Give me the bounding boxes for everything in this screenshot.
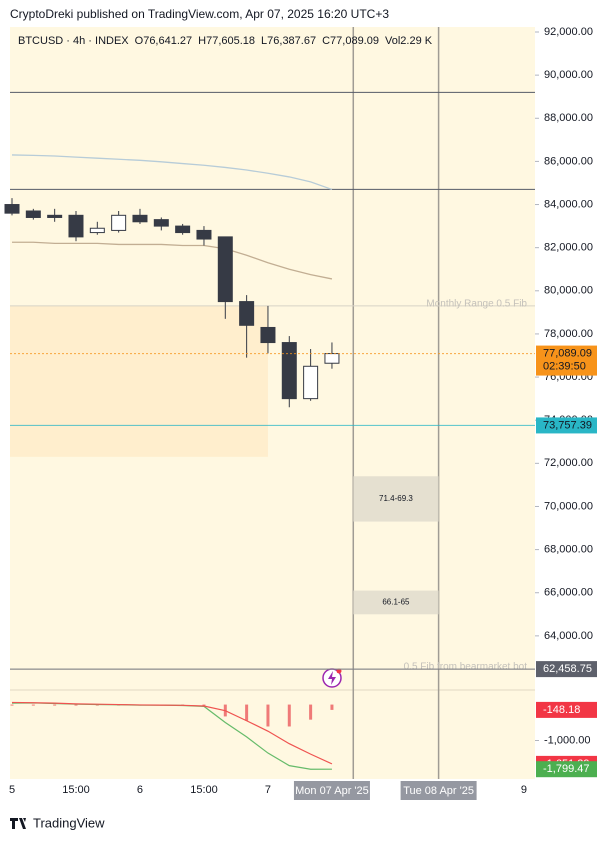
- x-tick-label: 9: [521, 784, 527, 796]
- price-label: 62,458.75: [543, 663, 592, 675]
- fib-zone: [10, 305, 268, 457]
- moving-average: [11, 154, 333, 191]
- legend: BTCUSD · 4h · INDEX O76,641.27 H77,605.18 L…: [18, 35, 433, 47]
- legend-item: H77,605.18: [198, 35, 255, 47]
- x-tick-label: 15:00: [190, 784, 218, 796]
- legend-item: Vol2.29 K: [385, 35, 433, 47]
- candle-body: [281, 342, 297, 400]
- histogram-bar: [287, 704, 291, 727]
- fib-label: Monthly Range 0.5 Fib: [426, 299, 527, 310]
- y-tick-label: 70,000.00: [544, 500, 593, 512]
- y-tick-label: 66,000.00: [544, 587, 593, 599]
- y-tick-label: 84,000.00: [544, 198, 593, 210]
- price-label: 73,757.39: [543, 419, 592, 431]
- histogram-bar: [31, 704, 35, 706]
- target-box: [353, 476, 439, 522]
- y-tick-label: 64,000.00: [544, 630, 593, 642]
- candle-body: [89, 227, 105, 234]
- price-label-bg: [536, 661, 597, 678]
- date-marker: Tue 08 Apr '25: [403, 785, 474, 797]
- candle-body: [153, 219, 169, 227]
- histogram-bar: [74, 704, 78, 706]
- candle-body: [260, 326, 276, 344]
- countdown: 02:39:50: [543, 360, 586, 372]
- x-tick-label: 15:00: [62, 784, 90, 796]
- histogram-bar: [266, 704, 270, 727]
- price-label-bg: [536, 345, 597, 376]
- alert-icon: [322, 668, 342, 688]
- candle-body: [196, 229, 212, 240]
- legend-item: O76,641.27: [135, 35, 193, 47]
- date-marker-bg: [293, 781, 370, 800]
- histogram-bar: [245, 704, 249, 721]
- candle-body: [4, 204, 20, 214]
- histogram-bar: [309, 704, 313, 720]
- legend-item: BTCUSD · 4h · INDEX: [18, 35, 129, 47]
- histogram-bar: [330, 704, 334, 710]
- logo: [10, 818, 26, 829]
- osc-tick-label: -1,000.00: [544, 734, 590, 746]
- candle-body: [217, 236, 233, 303]
- x-tick-label: 7: [265, 784, 271, 796]
- histogram-bar: [10, 704, 14, 706]
- moving-average: [12, 241, 333, 280]
- brand: TradingView: [33, 815, 105, 830]
- candle-body: [47, 214, 63, 218]
- candle-body: [239, 301, 255, 326]
- y-tick-label: 88,000.00: [544, 112, 593, 124]
- target-box: [353, 590, 439, 615]
- y-tick-label: 90,000.00: [544, 69, 593, 81]
- x-tick-label: 5: [9, 784, 15, 796]
- y-tick-label: 72,000.00: [544, 457, 593, 469]
- candle-body: [111, 214, 127, 231]
- legend-item: L76,387.67: [261, 35, 316, 47]
- candle-body: [175, 225, 191, 234]
- legend-item: C77,089.09: [322, 35, 379, 47]
- osc-label-bg: [536, 701, 597, 718]
- box-label: 66.1-65: [382, 598, 410, 607]
- osc-label: -1,799.47: [543, 763, 589, 775]
- price-label-bg: [536, 417, 597, 434]
- y-tick-label: 78,000.00: [544, 328, 593, 340]
- candle-body: [68, 214, 84, 238]
- fib-label: 0.5 Fib from bearmarket bot: [404, 662, 528, 673]
- y-tick-label: 82,000.00: [544, 242, 593, 254]
- osc-label-bg: [536, 761, 597, 778]
- signal-line: [11, 701, 333, 765]
- candle-body: [324, 353, 340, 364]
- histogram-bar: [53, 704, 57, 706]
- y-tick-label: 80,000.00: [544, 285, 593, 297]
- candle-body: [25, 210, 41, 218]
- candle-body: [132, 214, 148, 223]
- box-label: 71.4-69.3: [379, 494, 413, 503]
- x-tick-label: 6: [137, 784, 143, 796]
- y-tick-label: 92,000.00: [544, 26, 593, 38]
- date-marker: Mon 07 Apr '25: [295, 785, 369, 797]
- y-tick-label: 68,000.00: [544, 544, 593, 556]
- histogram-bar: [202, 704, 206, 706]
- date-marker-bg: [400, 781, 477, 800]
- y-tick-label: 86,000.00: [544, 155, 593, 167]
- price-label: 77,089.09: [543, 347, 592, 359]
- osc-label: -148.18: [543, 704, 580, 716]
- chart-title: CryptoDreki published on TradingView.com…: [10, 7, 389, 21]
- candle-body: [303, 365, 319, 400]
